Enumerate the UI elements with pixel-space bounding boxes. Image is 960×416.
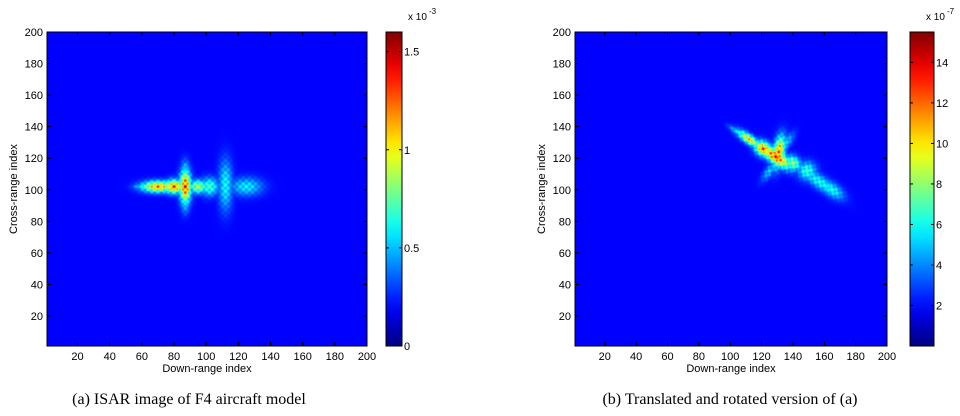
y-tick-label: 160 xyxy=(553,90,571,102)
colorbar-tick-label: 12 xyxy=(936,98,948,110)
y-tick-label: 40 xyxy=(31,279,43,291)
x-tick-label: 200 xyxy=(358,351,376,363)
x-axis-label: Down-range index xyxy=(162,363,252,375)
y-axis-label: Cross-range index xyxy=(536,144,548,234)
panel-b: 20 40 60 80 100 120 140 160 180 200 20 40 60 80 100 120… xyxy=(536,7,955,408)
x-tick-label: 60 xyxy=(661,351,673,363)
heatmap-image xyxy=(47,32,367,346)
y-tick-label: 200 xyxy=(25,27,43,39)
x-tick-label: 20 xyxy=(71,351,83,363)
y-tick-label: 80 xyxy=(559,216,571,228)
heatmap-image xyxy=(575,32,887,346)
colorbar-tick-label: 0 xyxy=(404,341,410,353)
axes-frame xyxy=(574,31,888,347)
x-tick-label: 140 xyxy=(784,351,802,363)
panel-a: 20 40 60 80 100 120 140 160 180 20020406080100120… xyxy=(8,7,437,408)
y-tick-label: 140 xyxy=(553,122,571,134)
colorbar-tick-label: 0.5 xyxy=(404,243,419,255)
x-tick-label: 20 xyxy=(599,351,611,363)
colorbar xyxy=(386,32,402,346)
colorbar-multiplier: x 10 xyxy=(408,12,427,23)
y-tick-label: 80 xyxy=(31,216,43,228)
y-tick-label: 120 xyxy=(25,153,43,165)
colorbar-multiplier-exponent: -3 xyxy=(429,7,437,16)
y-tick-label: 60 xyxy=(559,248,571,260)
axes-frame xyxy=(46,31,368,347)
y-tick-label: 120 xyxy=(553,153,571,165)
colorbar-tick-label: 4 xyxy=(936,260,942,272)
y-axis-label: Cross-range index xyxy=(8,144,20,234)
colorbar-multiplier-exponent: -7 xyxy=(947,7,955,16)
x-tick-label: 80 xyxy=(693,351,705,363)
x-axis-label: Down-range index xyxy=(686,363,776,375)
x-tick-label: 60 xyxy=(136,351,148,363)
x-tick-label: 120 xyxy=(229,351,247,363)
colorbar-tick-label: 2 xyxy=(936,300,942,312)
x-tick-label: 100 xyxy=(721,351,739,363)
colorbar-tick-label: 6 xyxy=(936,219,942,231)
figure-caption: (b) Translated and rotated version of (a… xyxy=(602,391,857,408)
y-tick-label: 40 xyxy=(559,279,571,291)
colorbar-tick-label: 1 xyxy=(404,145,410,157)
y-tick-label: 180 xyxy=(25,59,43,71)
x-tick-label: 200 xyxy=(878,351,896,363)
colorbar-tick-label: 14 xyxy=(936,57,948,69)
colorbar-tick-label: 8 xyxy=(936,179,942,191)
colorbar-multiplier: x 10 xyxy=(926,12,945,23)
x-tick-label: 140 xyxy=(261,351,279,363)
x-tick-label: 80 xyxy=(168,351,180,363)
x-tick-label: 100 xyxy=(197,351,215,363)
y-tick-label: 100 xyxy=(553,185,571,197)
x-tick-label: 160 xyxy=(815,351,833,363)
x-tick-label: 40 xyxy=(104,351,116,363)
colorbar-tick-label: 10 xyxy=(936,138,948,150)
y-tick-label: 200 xyxy=(553,27,571,39)
y-tick-label: 180 xyxy=(553,59,571,71)
x-tick-label: 40 xyxy=(630,351,642,363)
y-tick-label: 60 xyxy=(31,248,43,260)
y-tick-label: 100 xyxy=(25,185,43,197)
x-tick-label: 180 xyxy=(846,351,864,363)
colorbar-frame xyxy=(909,31,935,347)
colorbar xyxy=(910,32,934,346)
y-tick-label: 160 xyxy=(25,90,43,102)
y-tick-label: 20 xyxy=(31,311,43,323)
colorbar-frame xyxy=(385,31,403,347)
y-tick-label: 140 xyxy=(25,122,43,134)
y-tick-label: 20 xyxy=(559,311,571,323)
x-tick-label: 160 xyxy=(293,351,311,363)
x-tick-label: 180 xyxy=(326,351,344,363)
figure-caption: (a) ISAR image of F4 aircraft model xyxy=(72,391,306,408)
x-tick-label: 120 xyxy=(752,351,770,363)
colorbar-tick-label: 1.5 xyxy=(404,47,419,59)
